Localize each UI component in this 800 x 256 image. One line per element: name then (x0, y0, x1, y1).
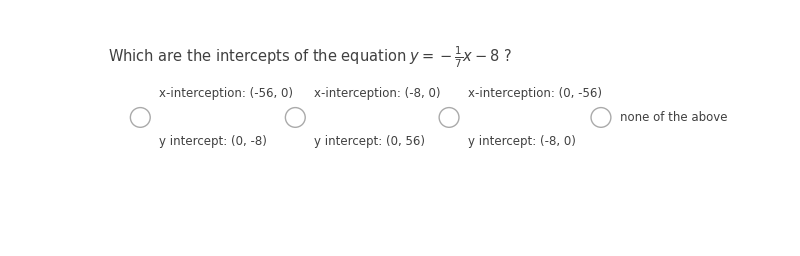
Text: none of the above: none of the above (619, 111, 727, 124)
Text: y intercept: (-8, 0): y intercept: (-8, 0) (468, 135, 575, 148)
Text: Which are the intercepts of the equation $y = -\frac{1}{7}x - 8$ ?: Which are the intercepts of the equation… (108, 45, 512, 70)
Text: y intercept: (0, 56): y intercept: (0, 56) (314, 135, 425, 148)
Text: x-interception: (-8, 0): x-interception: (-8, 0) (314, 87, 440, 100)
Text: x-interception: (-56, 0): x-interception: (-56, 0) (159, 87, 293, 100)
Text: x-interception: (0, -56): x-interception: (0, -56) (468, 87, 602, 100)
Text: y intercept: (0, -8): y intercept: (0, -8) (159, 135, 266, 148)
